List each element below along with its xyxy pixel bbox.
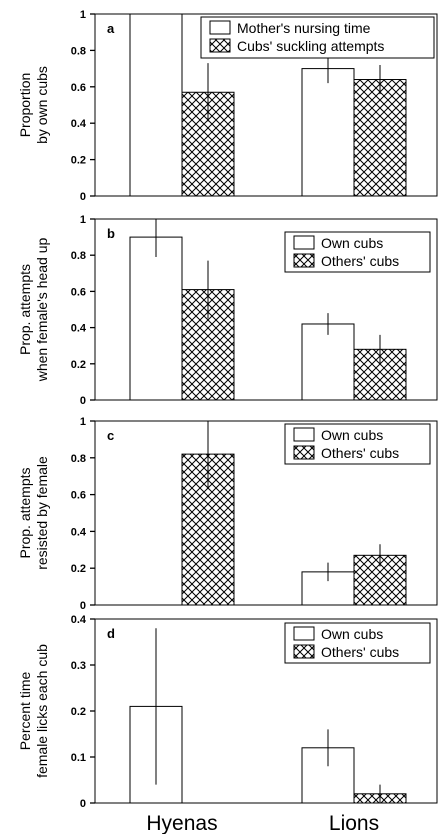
category-label-hyenas: Hyenas	[146, 812, 217, 834]
y-tick-label: 1	[80, 416, 86, 428]
y-axis-label-line: female licks each cub	[34, 644, 50, 778]
bar-lions-series-2	[353, 79, 407, 197]
y-axis-label-line: Prop. attempts	[17, 467, 33, 558]
y-tick-label: 0.2	[71, 563, 86, 575]
legend-entry: Own cubs	[321, 235, 383, 251]
y-tick-label: 0	[80, 191, 86, 203]
y-tick-label: 0.8	[71, 45, 86, 57]
y-axis-label: Proportionby own cubs	[17, 66, 50, 144]
legend-entry: Others' cubs	[321, 644, 399, 660]
y-axis-label: Prop. attemptsresisted by female	[17, 456, 50, 570]
legend: Mother's nursing time Cubs' suckling atte…	[200, 16, 435, 59]
panel-letter: b	[107, 226, 115, 241]
panel-a: 0 0.2 0.4 0.6 0.8 1 a Proportionby own cubs Moth…	[17, 9, 438, 203]
y-tick-label: 0.4	[71, 526, 87, 538]
y-tick-label: 0	[80, 395, 86, 407]
legend-entry: Others' cubs	[321, 253, 399, 269]
y-tick-label: 1	[80, 214, 86, 226]
y-axis-label-line: resisted by female	[34, 456, 50, 570]
y-tick-label: 0.2	[71, 359, 86, 371]
plot-frame	[94, 13, 438, 197]
y-axis-label: Prop. attemptswhen female's head up	[17, 238, 50, 383]
legend-swatch	[293, 626, 315, 641]
y-tick-label: 0.1	[71, 752, 86, 764]
panel-c: 0 0.2 0.4 0.6 0.8 1 c Prop. attemptsresisted by…	[17, 416, 438, 612]
legend-swatch	[293, 445, 315, 460]
panel-letter: a	[107, 21, 115, 36]
legend: Own cubs Others' cubs	[284, 622, 431, 664]
y-axis-label-line: when female's head up	[34, 238, 50, 383]
bar-lions-series-1	[301, 323, 355, 401]
y-tick-label: 0.6	[71, 490, 86, 502]
legend-entry: Cubs' suckling attempts	[237, 38, 384, 54]
y-tick-label: 0.8	[71, 453, 86, 465]
legend-swatch	[293, 253, 315, 268]
legend: Own cubs Others' cubs	[284, 423, 431, 465]
y-tick-label: 0.8	[71, 250, 86, 262]
legend-entry: Mother's nursing time	[237, 20, 371, 36]
y-tick-label: 0.3	[71, 660, 86, 672]
y-tick-label: 0.6	[71, 82, 86, 94]
legend-entry: Own cubs	[321, 427, 383, 443]
legend: Own cubs Others' cubs	[284, 231, 431, 273]
category-label-lions: Lions	[329, 812, 379, 834]
plot-frame	[94, 420, 438, 606]
panels: 0 0.2 0.4 0.6 0.8 1 a Proportionby own cubs Moth…	[17, 9, 438, 810]
panel-d: 0 0.1 0.2 0.3 0.4 d Percent timefemale licks e…	[17, 614, 438, 810]
legend-entry: Others' cubs	[321, 445, 399, 461]
y-tick-label: 0	[80, 600, 86, 612]
y-tick-label: 0	[80, 798, 86, 810]
y-tick-label: 0.6	[71, 286, 86, 298]
y-tick-label: 1	[80, 9, 86, 21]
plot-frame	[94, 218, 438, 401]
panel-b: 0 0.2 0.4 0.6 0.8 1 b Prop. attemptswhen female…	[17, 214, 438, 407]
y-tick-label: 0.4	[71, 118, 87, 130]
legend-swatch	[209, 20, 231, 35]
bar-lions-series-1	[301, 68, 355, 197]
legend-swatch	[293, 427, 315, 442]
legend-entry: Own cubs	[321, 626, 383, 642]
bar-hyenas-series-1	[129, 236, 183, 401]
y-tick-label: 0.4	[71, 614, 87, 626]
y-axis-label: Percent timefemale licks each cub	[17, 644, 50, 778]
legend-swatch	[209, 38, 231, 53]
bar-hyenas-series-1	[129, 13, 183, 197]
legend-box	[200, 16, 435, 59]
y-axis-label-line: Percent time	[17, 671, 33, 750]
legend-swatch	[293, 644, 315, 659]
panel-letter: c	[107, 428, 114, 443]
y-axis-label-line: by own cubs	[34, 66, 50, 144]
panel-letter: d	[107, 626, 115, 641]
y-tick-label: 0.2	[71, 706, 86, 718]
y-tick-label: 0.2	[71, 155, 86, 167]
y-axis-label-line: Proportion	[17, 73, 33, 138]
legend-swatch	[293, 235, 315, 250]
y-axis-label-line: Prop. attempts	[17, 264, 33, 355]
y-tick-label: 0.4	[71, 323, 87, 335]
